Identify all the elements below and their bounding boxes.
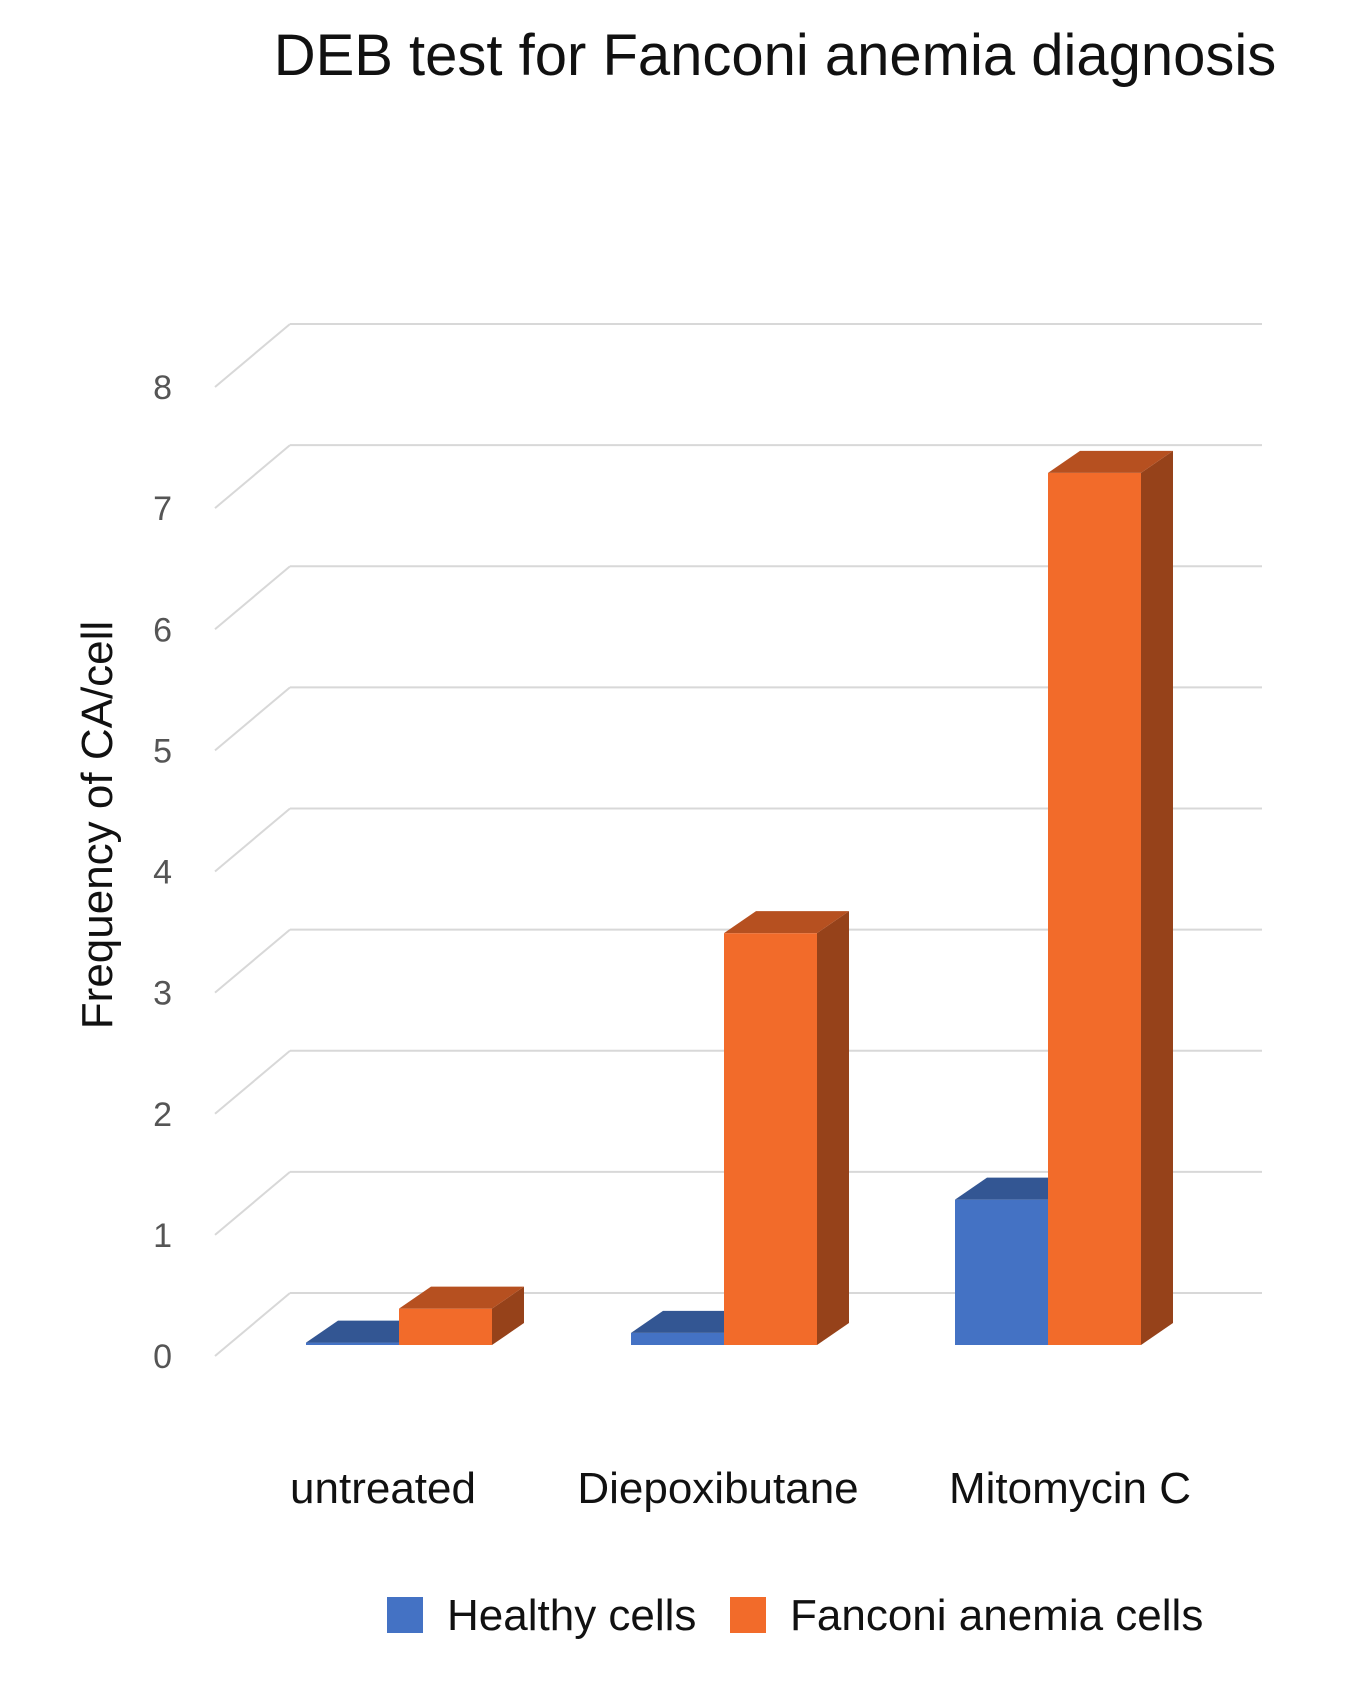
y-tick-label: 1 bbox=[153, 1217, 172, 1255]
legend-label: Healthy cells bbox=[447, 1591, 696, 1640]
legend: Healthy cells Fanconi anemia cells bbox=[387, 1591, 1203, 1640]
bar-front bbox=[1048, 472, 1141, 1345]
y-tick-label: 3 bbox=[153, 975, 172, 1013]
x-axis-categories: untreated Diepoxibutane Mitomycin C bbox=[290, 1464, 1191, 1513]
y-axis-title: Frequency of CA/cell bbox=[73, 621, 122, 1029]
gridline-depth bbox=[214, 1049, 291, 1115]
gridline-depth bbox=[214, 928, 291, 994]
y-tick-label: 0 bbox=[153, 1338, 172, 1376]
legend-swatch bbox=[730, 1597, 766, 1633]
gridline-depth bbox=[214, 807, 291, 873]
y-tick-label: 2 bbox=[153, 1096, 172, 1134]
gridline-depth bbox=[214, 565, 291, 631]
gridline-depth bbox=[214, 686, 291, 752]
y-tick-label: 8 bbox=[153, 369, 172, 407]
y-axis-ticks: 0 1 2 3 4 5 6 7 8 bbox=[153, 369, 172, 1376]
category-label: Diepoxibutane bbox=[577, 1464, 858, 1513]
legend-item: Fanconi anemia cells bbox=[730, 1591, 1203, 1640]
gridline-depth bbox=[214, 323, 291, 388]
bar-side bbox=[817, 911, 849, 1345]
y-tick-label: 6 bbox=[153, 611, 172, 649]
bar-front bbox=[631, 1332, 724, 1345]
legend-swatch bbox=[387, 1597, 423, 1633]
category-label: untreated bbox=[290, 1464, 476, 1513]
y-tick-label: 7 bbox=[153, 490, 172, 528]
bar-front bbox=[306, 1342, 399, 1345]
bar-front bbox=[399, 1308, 492, 1345]
legend-item: Healthy cells bbox=[387, 1591, 696, 1640]
y-tick-label: 5 bbox=[153, 732, 172, 770]
category-label: Mitomycin C bbox=[949, 1464, 1191, 1513]
gridline-depth bbox=[214, 1292, 291, 1357]
bar-side bbox=[1141, 450, 1173, 1345]
bar-fanconi-0 bbox=[399, 1286, 524, 1345]
y-tick-label: 4 bbox=[153, 854, 172, 892]
bar-top bbox=[724, 911, 849, 934]
bar-side bbox=[492, 1286, 524, 1345]
bar-fanconi-2 bbox=[1048, 450, 1173, 1345]
bar-top bbox=[1048, 450, 1173, 473]
legend-label: Fanconi anemia cells bbox=[790, 1591, 1203, 1640]
bar-top bbox=[399, 1286, 524, 1309]
bar-front bbox=[955, 1199, 1048, 1345]
bar-front bbox=[724, 933, 817, 1345]
gridline-depth bbox=[214, 1171, 291, 1236]
bars bbox=[306, 450, 1173, 1345]
gridline-depth bbox=[214, 444, 291, 509]
bar-fanconi-1 bbox=[724, 911, 849, 1345]
chart-title: DEB test for Fanconi anemia diagnosis bbox=[274, 23, 1277, 88]
